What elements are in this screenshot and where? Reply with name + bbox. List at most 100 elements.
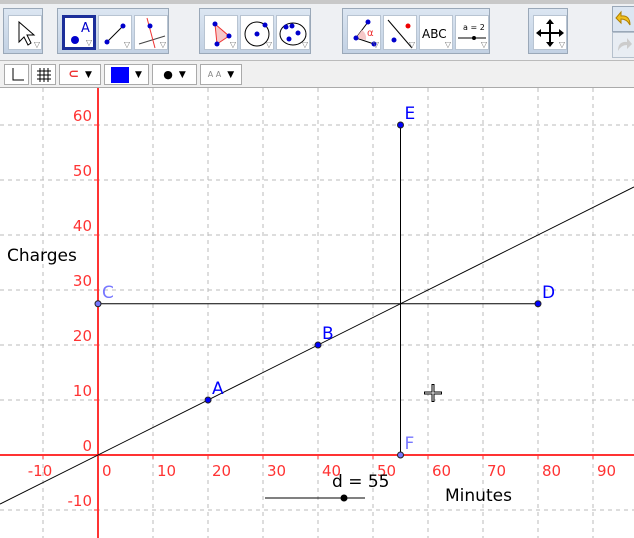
style-bar: ⊂ ▼ ▼ ● ▼ A A ▼ <box>0 60 634 88</box>
label-style-button[interactable]: A A ▼ <box>200 64 242 85</box>
point-label-b: B <box>322 324 334 344</box>
tool-group: ▽ <box>3 8 43 54</box>
slider-label: d = 55 <box>332 472 389 492</box>
toggle-grid-button[interactable] <box>31 64 56 85</box>
point-d <box>534 300 542 308</box>
move-view-tool-button[interactable]: ▽ <box>533 15 567 50</box>
y-tick-label: 40 <box>73 217 92 235</box>
svg-text:a = 2: a = 2 <box>463 23 485 32</box>
y-tick-label: 50 <box>73 162 92 180</box>
point-tool-button[interactable]: A ▽ <box>62 15 96 50</box>
dropdown-triangle-icon: ▽ <box>123 40 130 49</box>
graphics-view[interactable]: -10 0 10 20 30 40 50 60 70 80 90 -10 0 10 20 30 40 50 60 Mi… <box>0 88 634 538</box>
tool-group: A ▽ ▽ ▽ <box>57 8 169 54</box>
color-button[interactable]: ▼ <box>104 64 149 85</box>
text-size-icon: A A <box>207 70 222 79</box>
point-c <box>94 300 102 308</box>
perpendicular-line-icon <box>138 17 166 49</box>
arrow-cursor-icon <box>18 20 36 46</box>
line-through-points-icon <box>104 23 126 45</box>
point-label-c: C <box>102 283 114 303</box>
snap-button[interactable]: ⊂ ▼ <box>59 64 101 85</box>
y-tick-label: -10 <box>68 492 93 510</box>
y-tick-label: 30 <box>73 272 92 290</box>
undo-button[interactable] <box>612 6 634 32</box>
y-tick-label: 10 <box>73 382 92 400</box>
toolbar: ▽ A ▽ ▽ ▽ ▽ ▽ ▽ α ▽ ▽ ABC ▽ a = 2 ▽ ▽ <box>0 0 634 60</box>
y-tick-label: 60 <box>73 107 92 125</box>
x-tick-label: 70 <box>487 462 506 480</box>
x-tick-label: -10 <box>28 462 53 480</box>
conic-tool-button[interactable]: ▽ <box>276 15 310 50</box>
point-label-f: F <box>405 434 415 454</box>
conic-five-points-icon <box>279 22 307 46</box>
perpendicular-tool-button[interactable]: ▽ <box>134 15 168 50</box>
color-swatch <box>111 66 130 83</box>
dropdown-triangle-icon: ▽ <box>301 40 308 49</box>
x-tick-label: 80 <box>542 462 561 480</box>
tool-group: ▽ <box>528 8 568 54</box>
dropdown-triangle-icon: ▽ <box>480 40 487 49</box>
x-tick-label: 10 <box>157 462 176 480</box>
tool-group: α ▽ ▽ ABC ▽ a = 2 ▽ <box>342 8 490 54</box>
point-b <box>314 341 322 349</box>
x-tick-label: 20 <box>212 462 231 480</box>
dropdown-triangle-icon: ▽ <box>159 40 166 49</box>
point-f <box>397 451 404 459</box>
dropdown-triangle-icon: ▽ <box>408 40 415 49</box>
polygon-icon <box>212 21 232 47</box>
redo-button[interactable] <box>612 32 634 58</box>
x-tick-label: 90 <box>597 462 616 480</box>
axes-icon <box>12 67 24 80</box>
point-style-button[interactable]: ● ▼ <box>152 64 197 85</box>
x-tick-label: 40 <box>322 462 341 480</box>
point-e <box>397 121 404 129</box>
dropdown-triangle-icon: ▽ <box>229 40 236 49</box>
y-axis-label: Charges <box>7 246 77 266</box>
dropdown-triangle-icon: ▽ <box>85 38 92 47</box>
x-tick-label: 50 <box>377 462 396 480</box>
dropdown-triangle-icon: ▽ <box>372 40 379 49</box>
move-tool-button[interactable]: ▽ <box>8 15 42 50</box>
point-style-icon: ● <box>163 68 173 81</box>
y-tick-label: 0 <box>82 437 92 455</box>
polygon-tool-button[interactable]: ▽ <box>204 15 238 50</box>
dropdown-triangle-icon: ▽ <box>33 40 40 49</box>
y-tick-label: 20 <box>73 327 92 345</box>
point-label-e: E <box>405 104 416 124</box>
angle-icon: α <box>353 19 377 47</box>
move-graphics-view-icon <box>536 19 564 47</box>
dropdown-arrow-icon: ▼ <box>178 69 186 80</box>
x-axis-label: Minutes <box>445 486 512 506</box>
tool-group: ▽ ▽ ▽ <box>199 8 311 54</box>
circle-tool-button[interactable]: ▽ <box>240 15 274 50</box>
slider-tool-button[interactable]: a = 2 ▽ <box>455 15 489 50</box>
redo-icon <box>618 38 632 51</box>
line-tool-button[interactable]: ▽ <box>98 15 132 50</box>
dropdown-arrow-icon: ▼ <box>84 69 92 80</box>
x-tick-label: 0 <box>102 462 112 480</box>
dropdown-triangle-icon: ▽ <box>558 40 565 49</box>
svg-text:A: A <box>81 21 90 36</box>
point-label-d: D <box>542 283 555 303</box>
reflect-tool-button[interactable]: ▽ <box>383 15 417 50</box>
point-a <box>204 396 212 404</box>
magnet-icon: ⊂ <box>68 67 79 82</box>
dropdown-triangle-icon: ▽ <box>444 40 451 49</box>
angle-tool-button[interactable]: α ▽ <box>347 15 381 50</box>
undo-icon <box>615 10 631 26</box>
grid-icon <box>36 67 51 82</box>
point-icon: A <box>71 21 90 44</box>
dropdown-arrow-icon: ▼ <box>227 69 235 80</box>
point-label-a: A <box>212 379 224 399</box>
slider-icon: a = 2 <box>458 23 486 40</box>
text-tool-button[interactable]: ABC ▽ <box>419 15 453 50</box>
dropdown-arrow-icon: ▼ <box>135 69 142 80</box>
dropdown-triangle-icon: ▽ <box>265 40 272 49</box>
x-tick-label: 30 <box>267 462 286 480</box>
toggle-axes-button[interactable] <box>4 64 29 85</box>
circle-center-point-icon <box>244 21 270 47</box>
text-icon: ABC <box>422 27 447 41</box>
svg-text:ABC: ABC <box>422 27 447 41</box>
slider-knob[interactable] <box>340 494 348 502</box>
